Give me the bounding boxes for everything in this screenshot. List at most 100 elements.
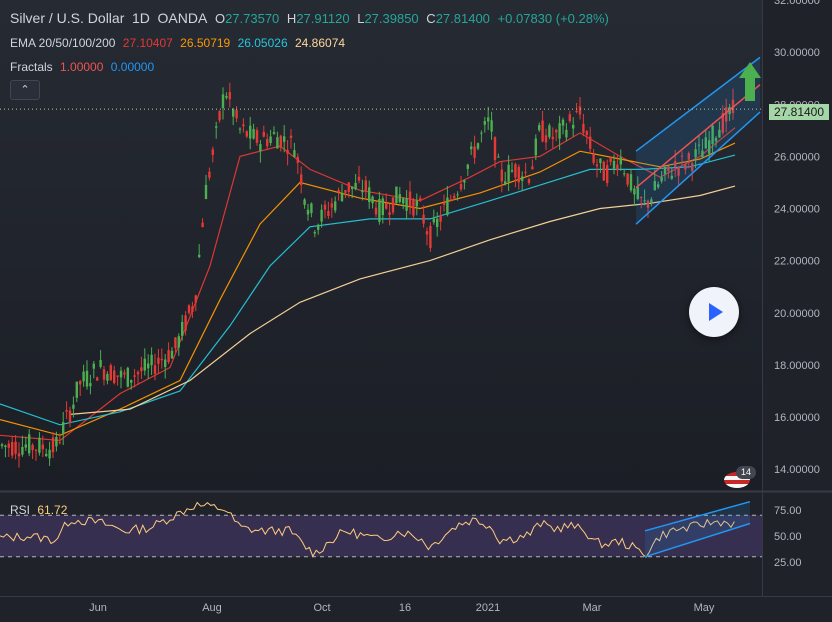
candle-body	[626, 173, 629, 185]
candle-body	[490, 120, 493, 132]
candle-body	[34, 449, 38, 451]
candle-body	[85, 370, 89, 387]
candle-body	[21, 447, 24, 455]
high-value: 27.91120	[296, 11, 350, 26]
candle-body	[575, 111, 578, 112]
candle-body	[487, 117, 490, 122]
candle-body	[442, 202, 446, 205]
candle-body	[500, 169, 503, 182]
candle-body	[113, 370, 116, 384]
candle-body	[395, 186, 398, 204]
candle-body	[41, 444, 44, 450]
fractals-down-value: 0.00000	[110, 60, 155, 74]
play-button[interactable]	[689, 287, 739, 337]
ema-legend[interactable]: EMA 20/50/100/200 27.10407 26.50719 26.0…	[10, 36, 349, 50]
candle-body	[415, 200, 418, 207]
candle-body	[388, 212, 391, 215]
candle-body	[68, 410, 72, 423]
fractals-label: Fractals	[10, 60, 53, 74]
candle-body	[238, 128, 242, 130]
candle-body	[153, 365, 157, 374]
candle-body	[612, 160, 616, 169]
candle-body	[412, 199, 415, 216]
candle-body	[572, 124, 575, 129]
candle-body	[657, 184, 660, 188]
candle-body	[136, 371, 140, 375]
rsi-legend[interactable]: RSI 61.72	[10, 503, 71, 517]
ema-line-1	[0, 142, 736, 436]
candle-body	[493, 137, 497, 161]
main-pane-background	[0, 0, 762, 490]
candle-body	[629, 174, 633, 191]
candle-body	[130, 379, 133, 383]
candle-body	[439, 215, 442, 222]
y-tick-label: 20.00000	[774, 308, 820, 320]
candle-body	[684, 164, 687, 170]
candle-body	[181, 321, 184, 336]
candle-body	[303, 199, 306, 205]
candle-body	[650, 199, 653, 203]
candle-body	[259, 144, 262, 152]
candle-body	[429, 225, 432, 249]
candle-body	[14, 441, 17, 454]
fractals-legend[interactable]: Fractals 1.00000 0.00000	[10, 60, 158, 74]
candle-body	[28, 434, 31, 454]
candle-body	[667, 165, 670, 172]
channel-fill	[636, 57, 760, 225]
rsi-label: RSI	[10, 503, 31, 517]
candle-body	[385, 203, 388, 209]
y-tick-label: 30.00000	[774, 47, 820, 59]
candle-body	[11, 442, 14, 456]
candle-body	[191, 306, 194, 312]
symbol-name: Silver / U.S. Dollar	[10, 10, 125, 26]
candle-body	[507, 164, 510, 182]
candle-body	[242, 124, 245, 127]
candle-body	[24, 444, 27, 448]
candle-body	[660, 177, 663, 182]
candle-body	[371, 196, 374, 204]
candle-body	[293, 150, 296, 157]
candle-body	[548, 125, 551, 137]
candle-body	[497, 156, 500, 158]
candle-body	[432, 218, 435, 223]
candle-body	[405, 198, 408, 211]
ema200-value: 24.86074	[294, 36, 346, 50]
candle-body	[425, 231, 429, 235]
legend-collapse-button[interactable]: ⌃	[10, 80, 40, 100]
candle-body	[313, 231, 316, 234]
candle-body	[551, 136, 554, 140]
candle-body	[79, 381, 82, 385]
candle-body	[398, 194, 401, 202]
candle-body	[599, 158, 602, 164]
candle-body	[276, 137, 279, 149]
candle-body	[619, 157, 622, 165]
close-value: 27.81400	[435, 11, 490, 26]
candle-body	[194, 295, 197, 303]
y-tick-label: 14.00000	[774, 464, 820, 476]
symbol-legend: Silver / U.S. Dollar 1D OANDA O27.73570 …	[10, 10, 613, 26]
candle-body	[198, 254, 201, 257]
candle-body	[663, 166, 667, 174]
candle-body	[306, 209, 310, 215]
open-label: O	[214, 11, 226, 26]
candle-body	[422, 214, 425, 224]
candle-body	[725, 107, 728, 122]
events-badge[interactable]: 14	[724, 466, 756, 488]
candle-body	[296, 156, 299, 163]
channel-mid-line	[635, 84, 761, 189]
candle-body	[378, 199, 381, 222]
candle-body	[300, 174, 303, 185]
candle-body	[718, 129, 721, 138]
candle-body	[697, 144, 701, 146]
candle-body	[289, 135, 293, 138]
candle-body	[459, 183, 463, 190]
candle-body	[245, 131, 248, 137]
ema50-value: 26.50719	[180, 36, 231, 50]
candle-body	[164, 359, 167, 367]
candle-body	[119, 370, 123, 378]
candle-body	[623, 173, 626, 175]
candle-body	[473, 146, 476, 158]
candle-body	[514, 164, 517, 178]
